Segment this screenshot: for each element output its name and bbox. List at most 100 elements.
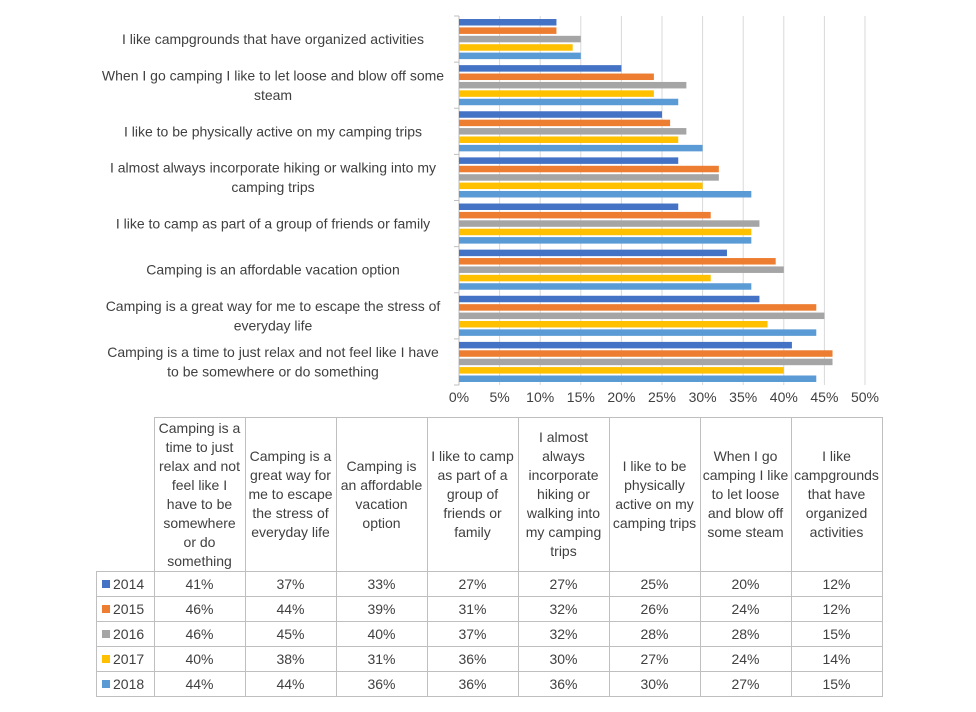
data-table-cell: 44% xyxy=(244,596,337,622)
data-table-row: 2014 41% 37% 33% 27% 27% 25% 20% 12% xyxy=(96,571,883,597)
data-table-column-header: Camping is an affordable vacation option xyxy=(335,417,428,572)
data-table-cell: 36% xyxy=(517,671,610,697)
bar-2015 xyxy=(459,27,557,34)
data-table-cell: 36% xyxy=(426,671,519,697)
bar-2018 xyxy=(459,144,703,152)
category-label-line: to be somewhere or do something xyxy=(167,364,379,380)
bar-2016 xyxy=(459,266,784,273)
data-table-cell: 30% xyxy=(517,646,610,672)
bar-2017 xyxy=(459,367,784,374)
data-table-cell: 20% xyxy=(699,571,792,597)
legend-swatch xyxy=(102,655,110,663)
data-table-cell: 33% xyxy=(335,571,428,597)
data-table-cell: 15% xyxy=(790,621,883,647)
data-table-header-row: Camping is a time to just relax and not fee… xyxy=(96,417,883,572)
category-label-line: When I go camping I like to let loose an… xyxy=(102,67,444,83)
bar-2018 xyxy=(459,52,581,60)
x-tick-label: 10% xyxy=(526,389,554,405)
data-table-corner xyxy=(96,417,155,572)
legend-key: 2014 xyxy=(96,571,155,597)
data-table-cell: 38% xyxy=(244,646,337,672)
category-label: I like to be physically active on my cam… xyxy=(124,123,422,139)
category-label-line: Camping is a great way for me to escape … xyxy=(106,298,441,314)
bar-2016 xyxy=(459,312,825,320)
data-table-column-header: I like campgrounds that have organized activ… xyxy=(790,417,883,572)
x-tick-label: 30% xyxy=(689,389,717,405)
legend-key: 2015 xyxy=(96,596,155,622)
data-table-row: 2017 40% 38% 31% 36% 30% 27% 24% 14% xyxy=(96,646,883,672)
data-table-cell: 37% xyxy=(244,571,337,597)
category-label: Camping is a great way for me to escape … xyxy=(106,298,441,334)
x-tick-label: 20% xyxy=(607,389,635,405)
x-tick-label: 15% xyxy=(567,389,595,405)
data-table-cell: 24% xyxy=(699,646,792,672)
category-label-line: everyday life xyxy=(234,318,313,334)
bar-2014 xyxy=(459,157,679,164)
bar-2017 xyxy=(459,182,703,190)
bar-2016 xyxy=(459,358,833,366)
data-table-cell: 46% xyxy=(153,621,246,647)
legend-swatch xyxy=(102,580,110,588)
data-table-cell: 37% xyxy=(426,621,519,647)
data-table-cell: 36% xyxy=(426,646,519,672)
category-label-line: Camping is a time to just relax and not … xyxy=(107,344,439,360)
category-label-line: I like to be physically active on my cam… xyxy=(124,123,422,139)
data-table-cell: 44% xyxy=(153,671,246,697)
data-table-cell: 28% xyxy=(608,621,701,647)
data-table-cell: 31% xyxy=(335,646,428,672)
legend-label: 2014 xyxy=(113,576,145,592)
x-tick-label: 45% xyxy=(810,389,838,405)
bar-2014 xyxy=(459,203,679,211)
data-table-row: 2016 46% 45% 40% 37% 32% 28% 28% 15% xyxy=(96,621,883,647)
bar-2018 xyxy=(459,375,817,382)
bar-2017 xyxy=(459,228,752,236)
data-table-column-header: Camping is a time to just relax and not fee… xyxy=(153,417,246,572)
data-table-column-header: I like to be physically active on my campin… xyxy=(608,417,701,572)
data-table-cell: 27% xyxy=(699,671,792,697)
category-label-line: I almost always incorporate hiking or wa… xyxy=(110,160,436,176)
category-label: I like to camp as part of a group of fri… xyxy=(116,216,430,232)
data-table-cell: 39% xyxy=(335,596,428,622)
data-table-column-header: When I go camping I like to let loose and b… xyxy=(699,417,792,572)
category-label: Camping is an affordable vacation option xyxy=(146,262,399,278)
bar-2014 xyxy=(459,111,662,118)
category-label: Camping is a time to just relax and not … xyxy=(107,344,439,380)
category-label-line: steam xyxy=(254,87,292,103)
bar-2016 xyxy=(459,35,581,43)
bar-2014 xyxy=(459,249,727,257)
bar-2016 xyxy=(459,81,687,89)
data-table-cell: 36% xyxy=(335,671,428,697)
data-table-cell: 25% xyxy=(608,571,701,597)
data-table-column-header: Camping is a great way for me to escape the… xyxy=(244,417,337,572)
data-table-cell: 26% xyxy=(608,596,701,622)
bar-2018 xyxy=(459,329,817,336)
bar-2015 xyxy=(459,350,833,357)
data-table-cell: 32% xyxy=(517,596,610,622)
data-table-row: 2018 44% 44% 36% 36% 36% 30% 27% 15% xyxy=(96,671,883,697)
data-table-cell: 24% xyxy=(699,596,792,622)
x-tick-label: 35% xyxy=(729,389,757,405)
bar-2015 xyxy=(459,165,719,173)
data-table-column-header: I almost always incorporate hiking or walkin… xyxy=(517,417,610,572)
legend-swatch xyxy=(102,630,110,638)
bar-2018 xyxy=(459,190,752,198)
data-table-cell: 31% xyxy=(426,596,519,622)
data-table: Camping is a time to just relax and not fee… xyxy=(96,417,883,697)
data-table-cell: 30% xyxy=(608,671,701,697)
legend-key: 2016 xyxy=(96,621,155,647)
x-tick-label: 25% xyxy=(648,389,676,405)
bar-2014 xyxy=(459,65,622,72)
data-table-column-header: I like to camp as part of a group of friend… xyxy=(426,417,519,572)
data-table-row: 2015 46% 44% 39% 31% 32% 26% 24% 12% xyxy=(96,596,883,622)
x-tick-label: 0% xyxy=(449,389,469,405)
bar-2017 xyxy=(459,90,654,97)
bar-2015 xyxy=(459,258,776,265)
category-label-line: Camping is an affordable vacation option xyxy=(146,262,399,278)
legend-label: 2017 xyxy=(113,651,145,667)
data-table-cell: 45% xyxy=(244,621,337,647)
x-tick-label: 5% xyxy=(489,389,509,405)
category-label-line: I like campgrounds that have organized a… xyxy=(122,31,424,47)
data-table-cell: 44% xyxy=(244,671,337,697)
category-label-line: I like to camp as part of a group of fri… xyxy=(116,216,430,232)
legend-label: 2018 xyxy=(113,676,145,692)
